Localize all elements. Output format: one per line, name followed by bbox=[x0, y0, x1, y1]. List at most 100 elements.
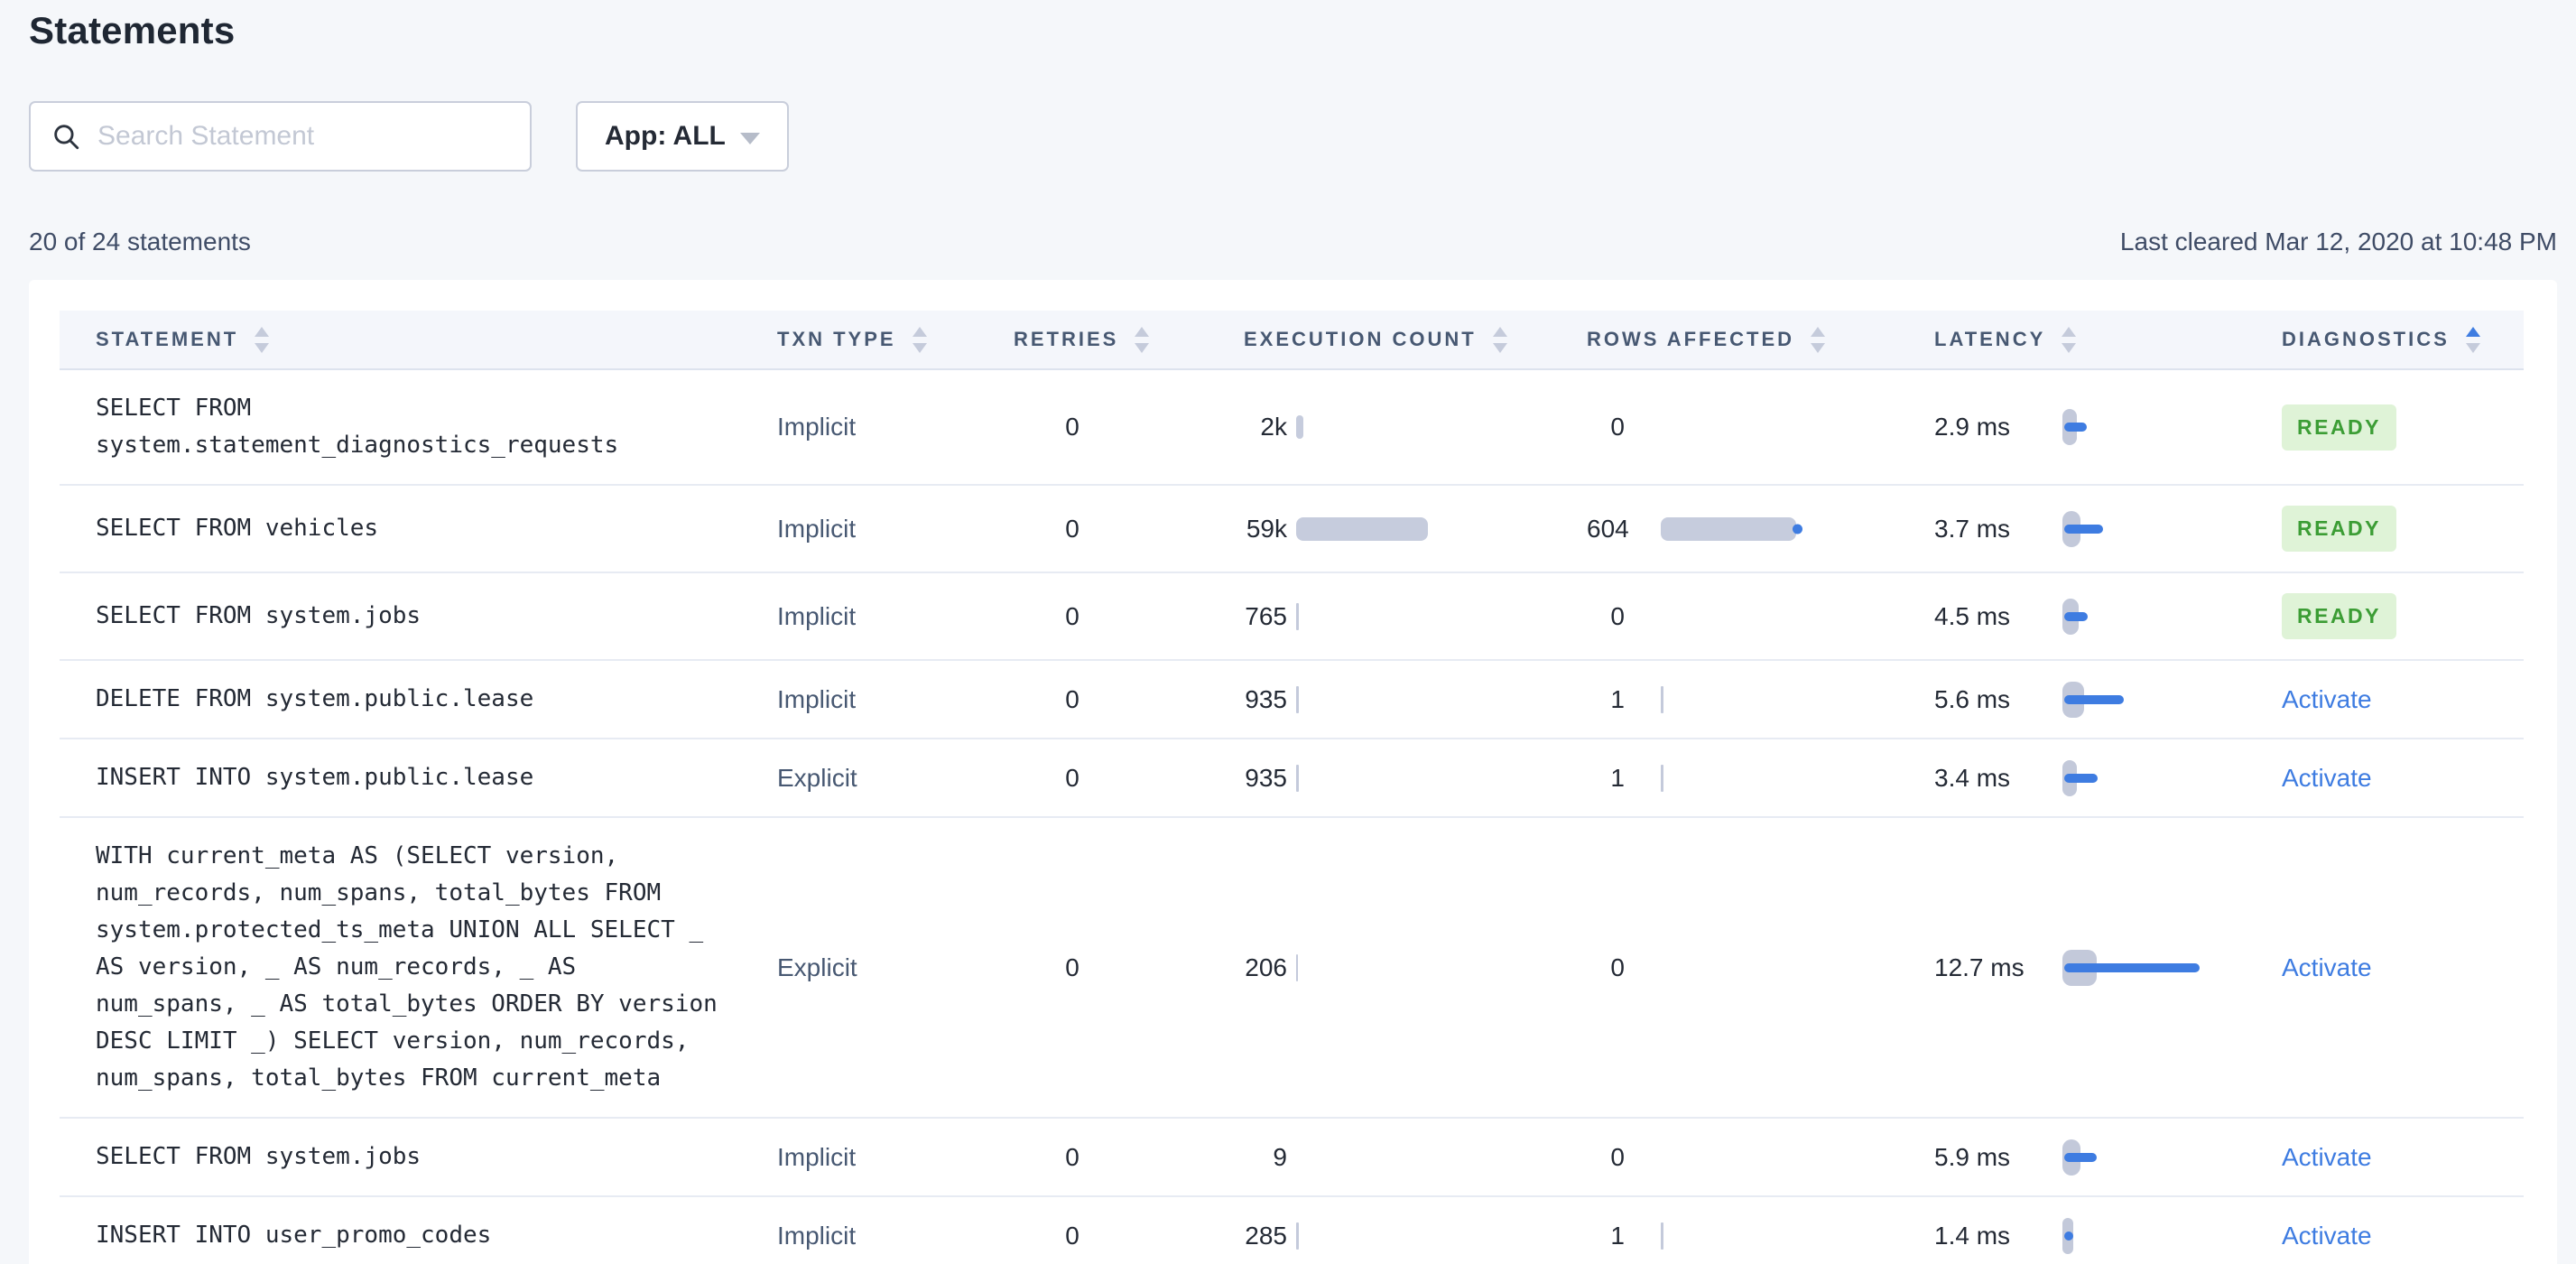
column-header-rows_affected[interactable]: ROWS AFFECTED bbox=[1587, 326, 1934, 353]
txn-type-cell: Explicit bbox=[777, 744, 1014, 813]
txn-type-value: Implicit bbox=[777, 1142, 857, 1171]
app-filter-label: App: ALL bbox=[605, 121, 726, 151]
txn-type-cell: Implicit bbox=[777, 495, 1014, 563]
latency-value: 3.7 ms bbox=[1934, 514, 2011, 543]
retries-cell: 0 bbox=[1014, 744, 1244, 813]
txn-type-cell: Implicit bbox=[777, 1123, 1014, 1192]
activate-diagnostics-link[interactable]: Activate bbox=[2282, 763, 2372, 792]
diagnostics-ready-badge[interactable]: READY bbox=[2282, 404, 2397, 451]
search-input[interactable] bbox=[97, 121, 510, 152]
activate-diagnostics-link[interactable]: Activate bbox=[2282, 1142, 2372, 1171]
diagnostics-ready-badge[interactable]: READY bbox=[2282, 506, 2397, 552]
execution-count-cell: 935 bbox=[1244, 662, 1587, 738]
table-row: INSERT INTO system.public.lease Explicit… bbox=[60, 739, 2524, 818]
statement-cell: WITH current_meta AS (SELECT version, nu… bbox=[60, 818, 777, 1117]
sort-arrows-icon bbox=[1135, 326, 1150, 353]
sort-arrows-icon bbox=[912, 326, 927, 353]
latency-value: 5.6 ms bbox=[1934, 684, 2011, 713]
diagnostics-cell: Activate bbox=[2282, 934, 2524, 1002]
retries-value: 0 bbox=[1065, 1221, 1080, 1250]
rows-affected-cell: 1 bbox=[1587, 740, 1934, 816]
column-header-label: TXN TYPE bbox=[777, 328, 896, 350]
latency-bar bbox=[2062, 1139, 2216, 1176]
sort-asc-icon bbox=[255, 326, 270, 337]
statement-link[interactable]: SELECT FROM system.statement_diagnostics… bbox=[96, 395, 619, 459]
search-box bbox=[29, 101, 532, 172]
table-row: WITH current_meta AS (SELECT version, nu… bbox=[60, 818, 2524, 1119]
retries-value: 0 bbox=[1065, 684, 1080, 713]
diagnostics-ready-badge[interactable]: READY bbox=[2282, 593, 2397, 639]
txn-type-value: Explicit bbox=[777, 763, 857, 792]
column-header-execution_count[interactable]: EXECUTION COUNT bbox=[1244, 326, 1587, 353]
execution-count-cell: 206 bbox=[1244, 930, 1587, 1006]
sort-arrows-icon bbox=[2062, 326, 2077, 353]
activate-diagnostics-link[interactable]: Activate bbox=[2282, 953, 2372, 981]
rows-affected-bar bbox=[1661, 682, 1663, 718]
diagnostics-cell: READY bbox=[2282, 385, 2524, 470]
statement-link[interactable]: SELECT FROM system.jobs bbox=[96, 1143, 422, 1170]
statement-link[interactable]: INSERT INTO user_promo_codes bbox=[96, 1222, 492, 1249]
retries-cell: 0 bbox=[1014, 665, 1244, 734]
table-row: SELECT FROM system.jobs Implicit 0 9 0 5… bbox=[60, 1119, 2524, 1197]
diagnostics-cell: READY bbox=[2282, 573, 2524, 659]
txn-type-value: Implicit bbox=[777, 514, 857, 543]
execution-count-value: 935 bbox=[1245, 763, 1287, 792]
statement-link[interactable]: WITH current_meta AS (SELECT version, nu… bbox=[96, 842, 718, 1092]
latency-mean-bar bbox=[2064, 1231, 2073, 1241]
sort-desc-icon bbox=[255, 342, 270, 353]
column-header-txn_type[interactable]: TXN TYPE bbox=[777, 326, 1014, 353]
latency-mean-bar bbox=[2064, 773, 2098, 783]
latency-cell: 2.9 ms bbox=[1934, 389, 2282, 465]
column-header-statement[interactable]: STATEMENT bbox=[60, 326, 777, 353]
rows-affected-cell: 1 bbox=[1587, 1198, 1934, 1264]
execution-count-value: 2k bbox=[1260, 413, 1287, 441]
execution-count-value: 9 bbox=[1273, 1142, 1287, 1171]
column-header-retries[interactable]: RETRIES bbox=[1014, 326, 1244, 353]
statement-cell: INSERT INTO system.public.lease bbox=[60, 739, 777, 816]
activate-diagnostics-link[interactable]: Activate bbox=[2282, 1221, 2372, 1250]
execution-count-bar bbox=[1296, 760, 1299, 796]
retries-cell: 0 bbox=[1014, 934, 1244, 1002]
sort-desc-icon bbox=[912, 342, 927, 353]
table-row: SELECT FROM system.jobs Implicit 0 765 0… bbox=[60, 573, 2524, 661]
column-header-diagnostics[interactable]: DIAGNOSTICS bbox=[2282, 326, 2524, 353]
sort-arrows-icon bbox=[255, 326, 270, 353]
execution-count-value: 59k bbox=[1246, 514, 1287, 543]
column-header-latency[interactable]: LATENCY bbox=[1934, 326, 2282, 353]
app-filter-dropdown[interactable]: App: ALL bbox=[576, 101, 789, 172]
sort-arrows-icon bbox=[2465, 326, 2480, 353]
latency-value: 4.5 ms bbox=[1934, 601, 2011, 630]
latency-cell: 12.7 ms bbox=[1934, 930, 2282, 1006]
statement-cell: INSERT INTO user_promo_codes bbox=[60, 1197, 777, 1264]
sort-desc-icon bbox=[2062, 342, 2077, 353]
activate-diagnostics-link[interactable]: Activate bbox=[2282, 684, 2372, 713]
execution-count-value: 206 bbox=[1245, 953, 1287, 981]
statement-link[interactable]: INSERT INTO system.public.lease bbox=[96, 764, 534, 791]
statement-cell: DELETE FROM system.public.lease bbox=[60, 661, 777, 738]
column-header-label: LATENCY bbox=[1934, 328, 2046, 350]
statement-link[interactable]: SELECT FROM system.jobs bbox=[96, 602, 422, 629]
execution-count-bar bbox=[1296, 1218, 1299, 1254]
latency-value: 3.4 ms bbox=[1934, 763, 2011, 792]
statement-cell: SELECT FROM system.jobs bbox=[60, 1119, 777, 1195]
txn-type-cell: Implicit bbox=[777, 393, 1014, 461]
statement-cell: SELECT FROM system.jobs bbox=[60, 578, 777, 655]
execution-count-bar bbox=[1296, 682, 1299, 718]
latency-mean-bar bbox=[2064, 694, 2124, 704]
latency-value: 2.9 ms bbox=[1934, 413, 2011, 441]
latency-bar bbox=[2062, 409, 2216, 445]
execution-count-bar bbox=[1296, 511, 1428, 547]
rows-affected-cell: 604 bbox=[1587, 491, 1934, 567]
txn-type-cell: Implicit bbox=[777, 665, 1014, 734]
diagnostics-cell: Activate bbox=[2282, 744, 2524, 813]
table-header-row: STATEMENT TXN TYPE RETRIES EXECUTION COU… bbox=[60, 311, 2524, 370]
rows-affected-cell: 1 bbox=[1587, 662, 1934, 738]
txn-type-value: Implicit bbox=[777, 1221, 857, 1250]
rows-affected-bar bbox=[1661, 760, 1663, 796]
statement-link[interactable]: DELETE FROM system.public.lease bbox=[96, 685, 534, 712]
page-title: Statements bbox=[29, 9, 236, 51]
diagnostics-cell: Activate bbox=[2282, 1123, 2524, 1192]
statement-link[interactable]: SELECT FROM vehicles bbox=[96, 515, 379, 542]
latency-cell: 4.5 ms bbox=[1934, 579, 2282, 655]
execution-count-cell: 765 bbox=[1244, 579, 1587, 655]
